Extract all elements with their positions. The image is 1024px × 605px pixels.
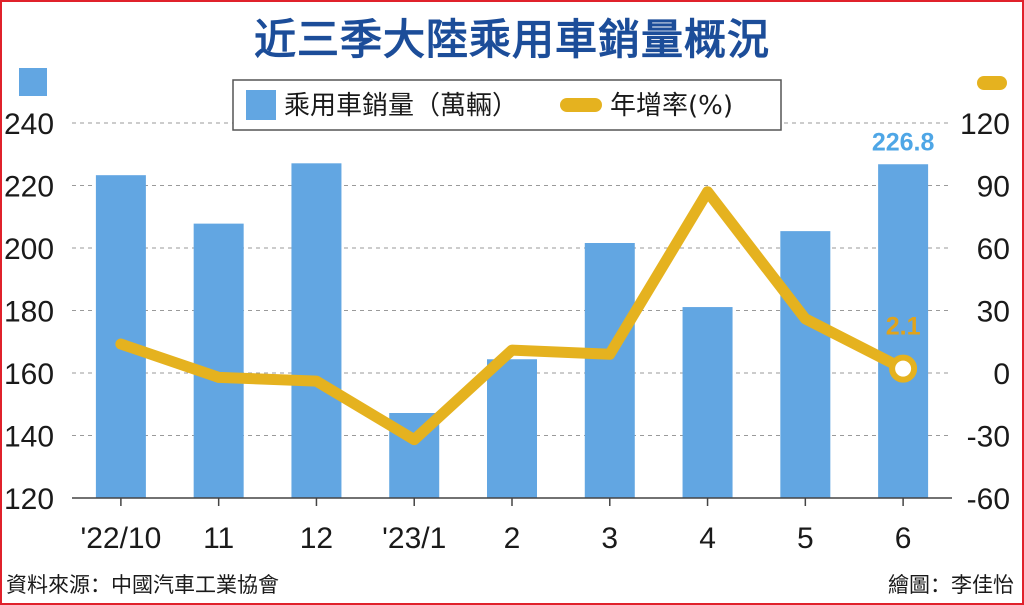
- right-axis-marker: [977, 76, 1007, 90]
- line-point: [218, 376, 220, 378]
- left-tick-label: 180: [4, 296, 54, 329]
- bar: [780, 231, 831, 498]
- bar: [291, 163, 342, 498]
- x-tick-label: '22/10: [80, 522, 161, 555]
- bar: [878, 164, 929, 498]
- legend-line-label: 年增率(%): [610, 91, 733, 121]
- bar: [682, 307, 733, 498]
- left-axis-marker: [19, 68, 47, 96]
- line-point: [120, 343, 122, 345]
- line-point: [707, 191, 709, 193]
- right-tick-label: -30: [967, 421, 1010, 454]
- line-point: [889, 354, 918, 383]
- x-tick-label: 3: [601, 522, 618, 555]
- left-axis-ticks: 120 140 160 180 200 220 240: [4, 108, 54, 516]
- left-tick-label: 120: [4, 483, 54, 516]
- x-tick-label: 2: [504, 522, 521, 555]
- x-tick-label: 4: [699, 522, 716, 555]
- legend-line-swatch: [560, 98, 602, 112]
- right-tick-label: -60: [967, 483, 1010, 516]
- legend: 乘用車銷量（萬輛） 年增率(%): [232, 79, 782, 131]
- left-tick-label: 160: [4, 358, 54, 391]
- right-tick-label: 120: [960, 108, 1010, 141]
- x-tick-label: 5: [797, 522, 814, 555]
- x-tick-label: 12: [300, 522, 333, 555]
- left-tick-label: 200: [4, 233, 54, 266]
- bar: [95, 175, 146, 498]
- x-tick-label: 6: [895, 522, 912, 555]
- line-point: [511, 349, 513, 351]
- bar-series: [95, 163, 929, 498]
- source-note: 資料來源：中國汽車工業協會: [6, 573, 279, 597]
- right-tick-label: 90: [977, 171, 1010, 204]
- right-tick-label: 30: [977, 296, 1010, 329]
- bar: [193, 223, 244, 498]
- left-tick-label: 240: [4, 108, 54, 141]
- bar: [584, 243, 635, 498]
- x-tick-label: 11: [203, 522, 234, 555]
- credit-note: 繪圖：李佳怡: [888, 573, 1014, 597]
- left-tick-label: 220: [4, 171, 54, 204]
- x-axis-ticks: '22/10 11 12 '23/1 2 3 4 5 6: [80, 498, 911, 555]
- legend-box: [232, 79, 782, 131]
- chart-title: 近三季大陸乘用車銷量概況: [254, 15, 770, 64]
- line-point: [609, 353, 611, 355]
- legend-bar-label: 乘用車銷量（萬輛）: [284, 91, 518, 121]
- bar: [487, 359, 537, 498]
- line-point: [413, 439, 415, 441]
- right-tick-label: 60: [977, 233, 1010, 266]
- bar-data-label: 226.8: [872, 128, 935, 156]
- line-series: [115, 186, 918, 446]
- left-tick-label: 140: [4, 421, 54, 454]
- x-tick-label: '23/1: [382, 522, 446, 555]
- line-point: [315, 380, 317, 382]
- legend-bar-swatch: [246, 90, 276, 120]
- right-tick-label: 0: [993, 358, 1010, 391]
- line-point: [804, 318, 806, 320]
- right-axis-ticks: -60 -30 0 30 60 90 120: [960, 108, 1010, 516]
- line-data-label: 2.1: [886, 313, 921, 341]
